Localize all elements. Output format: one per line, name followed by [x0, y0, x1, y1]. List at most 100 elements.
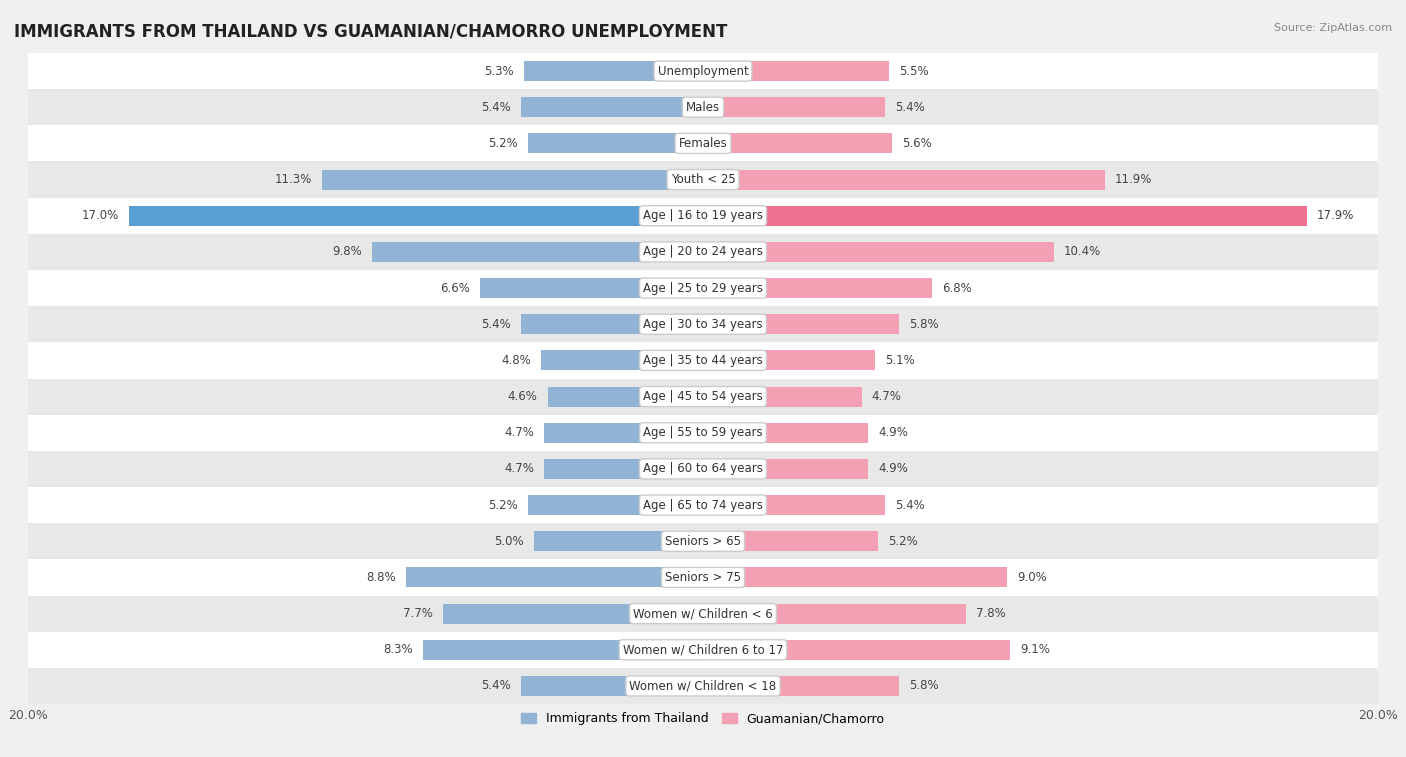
Bar [520, 98, 703, 117]
Text: Age | 25 to 29 years: Age | 25 to 29 years [643, 282, 763, 294]
Bar [28, 487, 1378, 523]
Text: 17.0%: 17.0% [82, 209, 120, 223]
Text: Women w/ Children 6 to 17: Women w/ Children 6 to 17 [623, 643, 783, 656]
Bar [28, 126, 1378, 161]
Text: 5.4%: 5.4% [896, 499, 925, 512]
Text: 4.9%: 4.9% [879, 426, 908, 439]
Bar [703, 568, 1007, 587]
Bar [703, 242, 1054, 262]
Text: 10.4%: 10.4% [1064, 245, 1101, 258]
Text: Youth < 25: Youth < 25 [671, 173, 735, 186]
Bar [322, 170, 703, 189]
Bar [28, 523, 1378, 559]
Text: Age | 20 to 24 years: Age | 20 to 24 years [643, 245, 763, 258]
Bar [544, 423, 703, 443]
Text: 4.8%: 4.8% [501, 354, 531, 367]
Bar [28, 378, 1378, 415]
Text: 4.7%: 4.7% [505, 426, 534, 439]
Text: 6.8%: 6.8% [942, 282, 973, 294]
Bar [28, 53, 1378, 89]
Text: 6.6%: 6.6% [440, 282, 470, 294]
Text: 8.8%: 8.8% [367, 571, 396, 584]
Bar [703, 61, 889, 81]
Text: Age | 45 to 54 years: Age | 45 to 54 years [643, 390, 763, 403]
Text: Women w/ Children < 6: Women w/ Children < 6 [633, 607, 773, 620]
Text: Unemployment: Unemployment [658, 64, 748, 77]
Bar [524, 61, 703, 81]
Bar [28, 631, 1378, 668]
Text: 9.1%: 9.1% [1021, 643, 1050, 656]
Bar [28, 596, 1378, 631]
Bar [534, 531, 703, 551]
Text: 9.0%: 9.0% [1017, 571, 1046, 584]
Bar [28, 415, 1378, 451]
Bar [28, 306, 1378, 342]
Text: 11.3%: 11.3% [274, 173, 312, 186]
Bar [703, 133, 891, 154]
Text: 9.8%: 9.8% [332, 245, 363, 258]
Text: 5.8%: 5.8% [908, 318, 938, 331]
Bar [703, 459, 869, 479]
Bar [28, 668, 1378, 704]
Bar [527, 495, 703, 515]
Text: 5.4%: 5.4% [481, 318, 510, 331]
Bar [703, 640, 1010, 659]
Text: 4.9%: 4.9% [879, 463, 908, 475]
Bar [703, 676, 898, 696]
Bar [703, 98, 886, 117]
Bar [28, 342, 1378, 378]
Bar [703, 603, 966, 624]
Legend: Immigrants from Thailand, Guamanian/Chamorro: Immigrants from Thailand, Guamanian/Cham… [516, 707, 890, 731]
Text: 5.2%: 5.2% [889, 534, 918, 548]
Text: 5.4%: 5.4% [896, 101, 925, 114]
Bar [28, 559, 1378, 596]
Text: 4.7%: 4.7% [872, 390, 901, 403]
Bar [703, 423, 869, 443]
Bar [544, 459, 703, 479]
Bar [28, 451, 1378, 487]
Text: 8.3%: 8.3% [384, 643, 413, 656]
Text: 5.5%: 5.5% [898, 64, 928, 77]
Text: Women w/ Children < 18: Women w/ Children < 18 [630, 680, 776, 693]
Bar [28, 270, 1378, 306]
Bar [28, 89, 1378, 126]
Bar [28, 161, 1378, 198]
Bar [527, 133, 703, 154]
Text: 5.0%: 5.0% [495, 534, 524, 548]
Bar [373, 242, 703, 262]
Bar [703, 350, 875, 370]
Bar [443, 603, 703, 624]
Text: Females: Females [679, 137, 727, 150]
Bar [481, 278, 703, 298]
Bar [703, 495, 886, 515]
Text: Seniors > 75: Seniors > 75 [665, 571, 741, 584]
Bar [28, 234, 1378, 270]
Text: 5.6%: 5.6% [903, 137, 932, 150]
Text: Age | 65 to 74 years: Age | 65 to 74 years [643, 499, 763, 512]
Text: 5.8%: 5.8% [908, 680, 938, 693]
Bar [703, 531, 879, 551]
Text: IMMIGRANTS FROM THAILAND VS GUAMANIAN/CHAMORRO UNEMPLOYMENT: IMMIGRANTS FROM THAILAND VS GUAMANIAN/CH… [14, 23, 727, 41]
Bar [703, 206, 1308, 226]
Text: 5.4%: 5.4% [481, 101, 510, 114]
Text: 5.1%: 5.1% [886, 354, 915, 367]
Text: 17.9%: 17.9% [1317, 209, 1354, 223]
Text: 7.8%: 7.8% [976, 607, 1007, 620]
Text: Source: ZipAtlas.com: Source: ZipAtlas.com [1274, 23, 1392, 33]
Text: 4.7%: 4.7% [505, 463, 534, 475]
Text: Age | 30 to 34 years: Age | 30 to 34 years [643, 318, 763, 331]
Text: 5.2%: 5.2% [488, 499, 517, 512]
Text: 7.7%: 7.7% [404, 607, 433, 620]
Bar [703, 314, 898, 334]
Bar [129, 206, 703, 226]
Text: Age | 60 to 64 years: Age | 60 to 64 years [643, 463, 763, 475]
Text: Age | 35 to 44 years: Age | 35 to 44 years [643, 354, 763, 367]
Bar [520, 676, 703, 696]
Text: 5.3%: 5.3% [485, 64, 515, 77]
Bar [406, 568, 703, 587]
Bar [520, 314, 703, 334]
Text: Males: Males [686, 101, 720, 114]
Bar [703, 170, 1105, 189]
Bar [703, 278, 932, 298]
Text: Age | 55 to 59 years: Age | 55 to 59 years [643, 426, 763, 439]
